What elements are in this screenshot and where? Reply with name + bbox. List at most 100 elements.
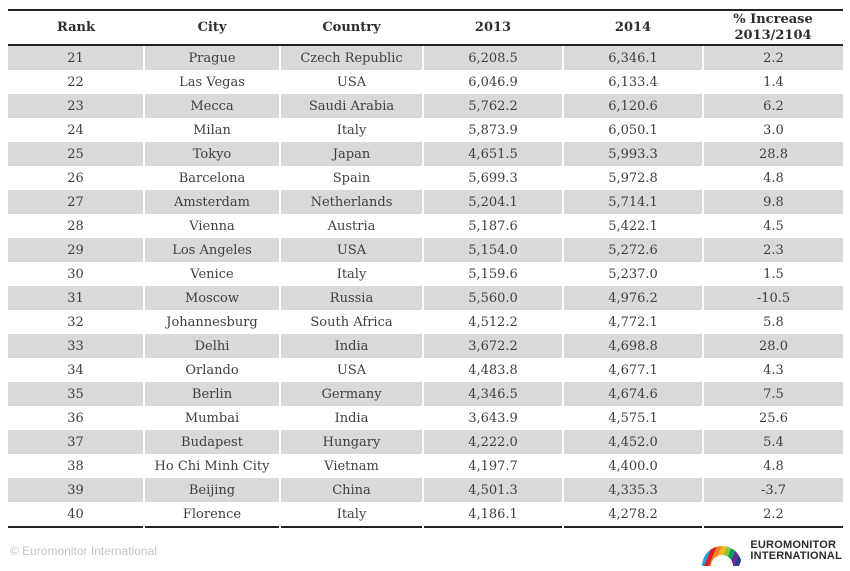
cell-2014: 4,575.1 — [562, 406, 703, 431]
table-row: 36 Mumbai India 3,643.9 4,575.1 25.6 — [8, 406, 843, 431]
cell-city: Barcelona — [143, 166, 280, 191]
table-row: 27 Amsterdam Netherlands 5,204.1 5,714.1 9.8 — [8, 190, 843, 215]
table-row: 24 Milan Italy 5,873.9 6,050.1 3.0 — [8, 118, 843, 143]
table-row: 32 Johannesburg South Africa 4,512.2 4,772.1… — [8, 310, 843, 335]
cell-rank: 26 — [67, 170, 84, 186]
cell-city: Los Angeles — [143, 238, 280, 263]
table-row: 33 Delhi India 3,672.2 4,698.8 28.0 — [8, 334, 843, 359]
table-row: 30 Venice Italy 5,159.6 5,237.0 1.5 — [8, 262, 843, 287]
col-header-2013: 2013 — [423, 10, 563, 47]
cell-2014: 4,677.1 — [562, 358, 703, 383]
cell-rank: 35 — [67, 386, 84, 402]
cell-rank: 27 — [67, 194, 84, 210]
cell-city: Prague — [143, 45, 280, 71]
cell-rank: 31 — [67, 290, 84, 306]
cell-country: Austria — [279, 214, 423, 239]
cell-rank: 22 — [67, 74, 84, 90]
table-body: 21 Prague Czech Republic 6,208.5 6,346.1 2.2 2… — [8, 45, 843, 528]
table-row: 31 Moscow Russia 5,560.0 4,976.2 -10.5 — [8, 286, 843, 311]
cell-city: Delhi — [143, 334, 280, 359]
cell-country: Italy — [279, 262, 423, 287]
euromonitor-logo: EUROMONITOR INTERNATIONAL — [699, 536, 842, 566]
col-header-2014: 2014 — [563, 10, 703, 47]
cell-city: Ho Chi Minh City — [143, 454, 280, 479]
cell-country: Spain — [279, 166, 423, 191]
cell-country: China — [279, 478, 423, 503]
cell-rank: 38 — [67, 458, 84, 474]
cell-2014: 6,120.6 — [562, 94, 703, 119]
copyright-text: © Euromonitor International — [10, 544, 157, 558]
cell-pct-increase: 7.5 — [702, 382, 843, 407]
cell-city: Johannesburg — [143, 310, 280, 335]
table-row: 26 Barcelona Spain 5,699.3 5,972.8 4.8 — [8, 166, 843, 191]
cell-pct-increase: 3.0 — [702, 118, 843, 143]
cell-2014: 4,400.0 — [562, 454, 703, 479]
cell-pct-increase: -10.5 — [702, 286, 843, 311]
cell-2013: 4,346.5 — [422, 382, 563, 407]
cell-country: USA — [279, 358, 423, 383]
cell-2013: 5,873.9 — [422, 118, 563, 143]
cell-rank: 29 — [67, 242, 84, 258]
cell-rank: 28 — [67, 218, 84, 234]
cell-pct-increase: 1.4 — [702, 70, 843, 95]
table-row: 39 Beijing China 4,501.3 4,335.3 -3.7 — [8, 478, 843, 503]
cell-rank: 25 — [67, 146, 84, 162]
cell-city: Tokyo — [143, 142, 280, 167]
cell-rank: 23 — [67, 98, 84, 114]
cell-rank: 24 — [67, 122, 84, 138]
cell-country: Germany — [279, 382, 423, 407]
cell-pct-increase: -3.7 — [702, 478, 843, 503]
col-header-city: City — [144, 10, 280, 47]
cell-pct-increase: 28.8 — [702, 142, 843, 167]
cell-rank: 34 — [67, 362, 84, 378]
cell-pct-increase: 9.8 — [702, 190, 843, 215]
cell-country: Vietnam — [279, 454, 423, 479]
cell-country: South Africa — [279, 310, 423, 335]
table-row: 21 Prague Czech Republic 6,208.5 6,346.1 2.2 — [8, 45, 843, 71]
table-row: 29 Los Angeles USA 5,154.0 5,272.6 2.3 — [8, 238, 843, 263]
cell-country: India — [279, 406, 423, 431]
cell-2013: 4,197.7 — [422, 454, 563, 479]
cell-city: Moscow — [143, 286, 280, 311]
cell-2013: 6,208.5 — [422, 45, 563, 71]
cell-rank: 30 — [67, 266, 84, 282]
logo-line-1: EUROMONITOR — [750, 538, 837, 551]
table-header: Rank City Country 2013 2014 % Increase 2… — [8, 10, 843, 47]
table-row: 22 Las Vegas USA 6,046.9 6,133.4 1.4 — [8, 70, 843, 95]
cell-pct-increase: 4.3 — [702, 358, 843, 383]
cell-2013: 5,560.0 — [422, 286, 563, 311]
cell-2013: 4,222.0 — [422, 430, 563, 455]
cell-2013: 3,643.9 — [422, 406, 563, 431]
table-row: 35 Berlin Germany 4,346.5 4,674.6 7.5 — [8, 382, 843, 407]
cell-rank: 21 — [67, 50, 84, 66]
col-header-rank: Rank — [8, 10, 144, 47]
cell-2014: 4,278.2 — [562, 502, 703, 528]
cell-2014: 5,972.8 — [562, 166, 703, 191]
cell-pct-increase: 4.5 — [702, 214, 843, 239]
table-row: 23 Mecca Saudi Arabia 5,762.2 6,120.6 6.2 — [8, 94, 843, 119]
cell-2013: 5,187.6 — [422, 214, 563, 239]
cell-city: Beijing — [143, 478, 280, 503]
cell-rank: 37 — [67, 434, 84, 450]
col-header-country: Country — [280, 10, 423, 47]
cell-pct-increase: 5.8 — [702, 310, 843, 335]
cell-country: Japan — [279, 142, 423, 167]
cell-city: Budapest — [143, 430, 280, 455]
cell-country: Russia — [279, 286, 423, 311]
cell-2013: 5,159.6 — [422, 262, 563, 287]
cell-city: Venice — [143, 262, 280, 287]
cell-country: USA — [279, 238, 423, 263]
cell-rank: 39 — [67, 482, 84, 498]
cell-city: Florence — [143, 502, 280, 528]
cell-2014: 4,976.2 — [562, 286, 703, 311]
euromonitor-logo-text: EUROMONITOR INTERNATIONAL — [750, 538, 842, 563]
cell-country: India — [279, 334, 423, 359]
cell-2014: 5,993.3 — [562, 142, 703, 167]
cell-country: Netherlands — [279, 190, 423, 215]
cell-2013: 4,651.5 — [422, 142, 563, 167]
cell-country: Hungary — [279, 430, 423, 455]
cell-city: Mecca — [143, 94, 280, 119]
cell-pct-increase: 25.6 — [702, 406, 843, 431]
cell-2014: 4,335.3 — [562, 478, 703, 503]
cell-city: Milan — [143, 118, 280, 143]
